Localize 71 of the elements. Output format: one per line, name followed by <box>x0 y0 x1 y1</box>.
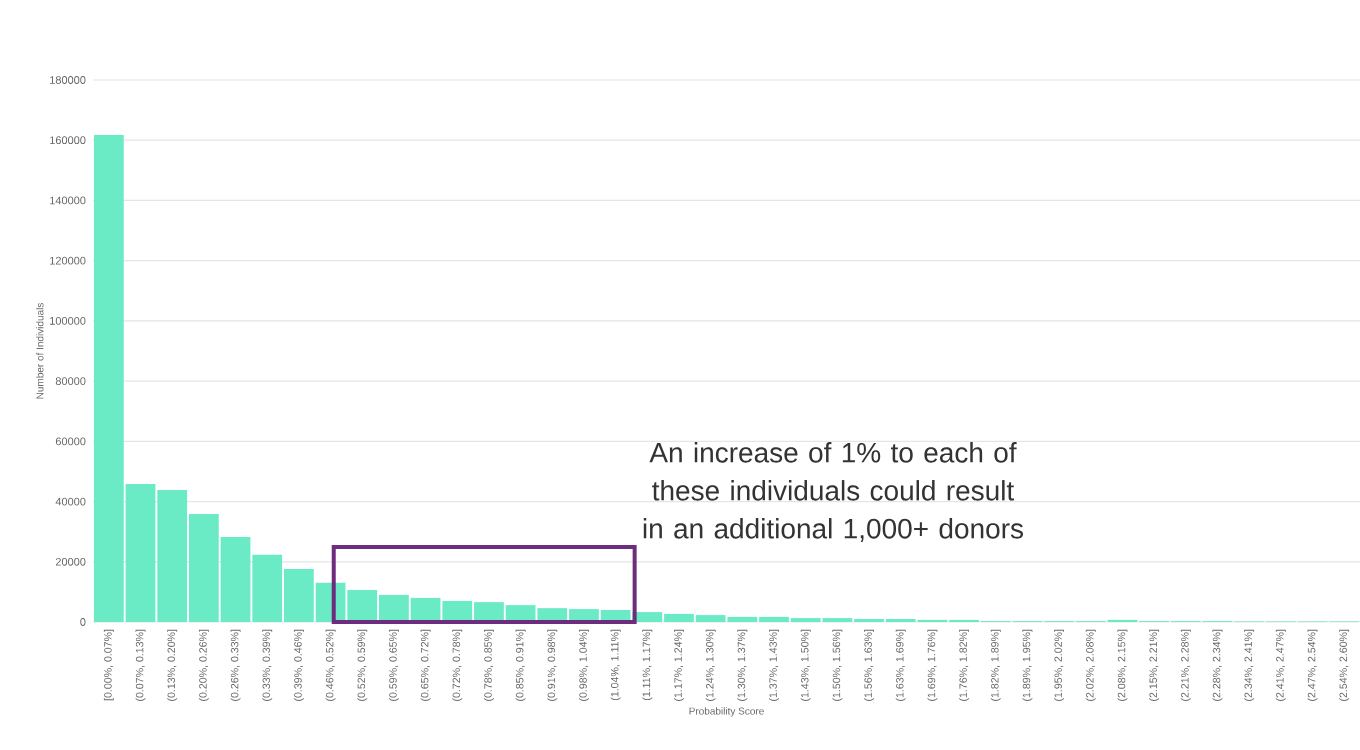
bar <box>347 590 378 622</box>
x-tick-label: (1.04%, 1.11%] <box>610 629 621 701</box>
y-tick-label: 0 <box>80 618 86 626</box>
x-tick-label: (0.52%, 0.59%] <box>357 629 368 701</box>
x-tick-label: (0.59%, 0.65%] <box>388 629 399 701</box>
bar <box>93 135 124 622</box>
x-tick-label: (2.02%, 2.08%] <box>1085 629 1096 701</box>
x-tick-label: (1.95%, 2.02%] <box>1054 629 1065 701</box>
x-tick-label: (0.26%, 0.33%] <box>230 629 241 701</box>
x-tick-label: (1.89%, 1.95%] <box>1022 629 1033 701</box>
y-tick-label: 80000 <box>55 377 86 385</box>
x-tick-label: (1.24%, 1.30%] <box>705 629 716 701</box>
x-tick-label: (1.69%, 1.76%] <box>927 629 938 701</box>
bar <box>917 619 948 622</box>
bar <box>885 618 916 622</box>
x-tick-label: (2.28%, 2.34%] <box>1212 629 1223 701</box>
x-tick-label: (2.34%, 2.41%] <box>1244 629 1255 701</box>
x-tick-label: (2.21%, 2.28%] <box>1180 629 1191 701</box>
x-tick-label: (1.82%, 1.89%] <box>990 629 1001 701</box>
bar <box>252 554 283 622</box>
bar <box>949 619 979 622</box>
bar <box>442 600 473 622</box>
x-axis-title: Probability Score <box>689 707 764 717</box>
x-tick-label: (2.15%, 2.21%] <box>1149 629 1160 701</box>
bar <box>854 618 884 622</box>
y-tick-label: 140000 <box>50 196 86 205</box>
bar <box>284 569 314 622</box>
y-tick-label: 100000 <box>50 316 86 325</box>
x-tick-label: (0.65%, 0.72%] <box>420 629 431 701</box>
x-tick-label: (1.56%, 1.63%] <box>864 629 874 701</box>
bar <box>664 613 694 622</box>
x-tick-label: (2.54%, 2.60%] <box>1339 629 1350 701</box>
x-tick-label: (1.63%, 1.69%] <box>895 629 906 701</box>
x-tick-label: (1.50%, 1.56%] <box>832 629 843 701</box>
bar <box>125 484 156 622</box>
x-tick-label: (2.47%, 2.54%] <box>1307 629 1318 701</box>
y-tick-label: 120000 <box>50 256 86 265</box>
x-tick-label: (0.72%, 0.78%] <box>452 629 463 701</box>
x-tick-label: (1.76%, 1.82%] <box>959 629 969 701</box>
x-tick-label: (2.08%, 2.15%] <box>1117 629 1128 701</box>
x-tick-label: (2.41%, 2.47%] <box>1275 629 1286 701</box>
x-tick-label: (0.91%, 0.98%] <box>547 629 558 701</box>
bar <box>474 602 504 622</box>
x-tick-label: (1.37%, 1.43%] <box>769 629 779 701</box>
x-tick-label: (0.13%, 0.20%] <box>167 629 178 701</box>
bar <box>1107 619 1138 622</box>
bar <box>220 537 251 622</box>
x-tick-label: (0.78%, 0.85%] <box>483 629 494 701</box>
x-tick-label: (1.30%, 1.37%] <box>737 629 748 701</box>
y-tick-label: 180000 <box>50 76 86 84</box>
x-tick-label: (0.98%, 1.04%] <box>579 629 589 701</box>
x-tick-label: [0.00%, 0.07%] <box>103 629 114 701</box>
y-tick-label: 40000 <box>55 497 86 506</box>
x-tick-label: (1.43%, 1.50%] <box>800 629 811 701</box>
bar <box>759 616 789 622</box>
bar <box>379 594 409 622</box>
x-tick-label: (0.39%, 0.46%] <box>293 629 304 701</box>
bar <box>188 513 219 622</box>
x-tick-label: (0.07%, 0.13%] <box>135 629 146 701</box>
x-tick-label: (1.17%, 1.24%] <box>674 629 684 701</box>
x-tick-label: (0.20%, 0.26%] <box>198 629 209 701</box>
x-tick-label: (0.33%, 0.39%] <box>262 629 273 701</box>
y-tick-label: 60000 <box>55 437 86 446</box>
x-tick-label: (0.85%, 0.91%] <box>515 629 526 701</box>
y-tick-label: 20000 <box>55 557 86 566</box>
x-tick-label: (1.11%, 1.17%] <box>642 629 653 701</box>
y-axis-title: Number of Individuals <box>36 303 44 399</box>
x-tick-label: (0.46%, 0.52%] <box>325 629 336 701</box>
annotation: An increase of 1% to each of these individuals could result in an additional 1,000+ donors <box>643 442 1023 542</box>
bar <box>157 490 188 622</box>
y-tick-label: 160000 <box>50 136 86 145</box>
